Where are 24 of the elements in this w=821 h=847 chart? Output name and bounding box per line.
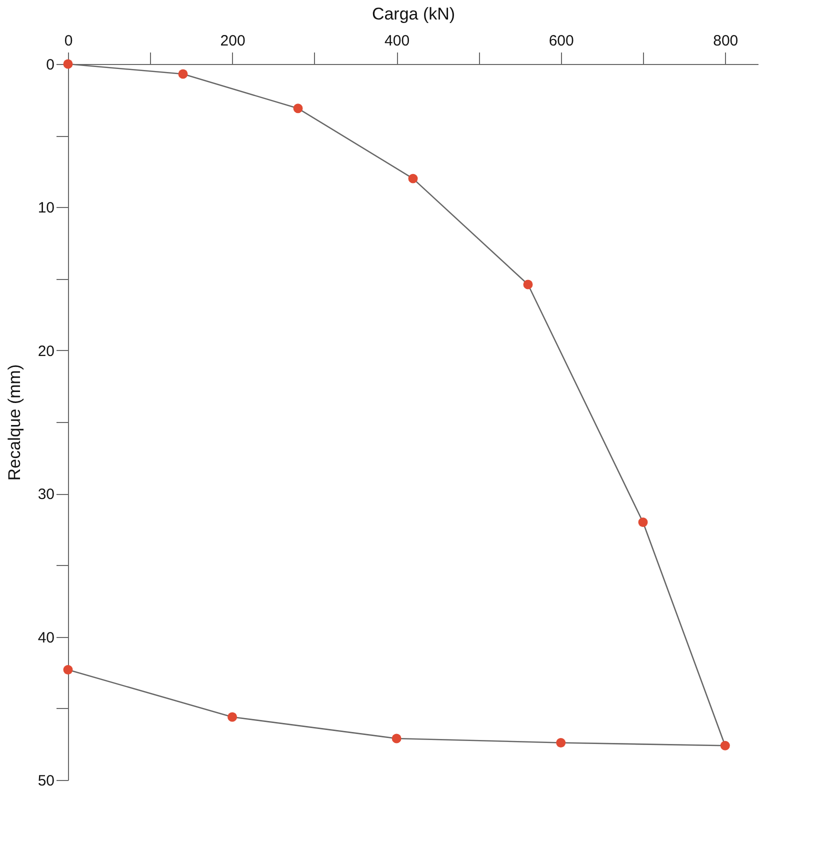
y-tick-label: 20 [38,342,54,360]
x-tick-label: 800 [713,32,738,50]
x-tick-label: 200 [220,32,246,50]
y-tick-label: 0 [46,56,54,74]
point [178,69,188,79]
point [63,665,73,674]
point [638,518,648,527]
y-tick-label: 40 [38,629,54,646]
y-axis-title: Recalque (mm) [4,364,24,481]
point [556,738,566,748]
x-tick-label: 0 [64,32,73,50]
point [63,59,73,69]
y-tick-label: 10 [38,200,54,217]
y-tick-label: 30 [38,486,54,504]
x-tick-label: 600 [548,32,574,50]
point [408,174,418,184]
x-tick-label: 400 [384,32,410,50]
point [228,712,238,722]
point [523,280,533,290]
point [720,740,730,750]
point [293,104,303,114]
point [392,734,402,744]
y-tick-label: 50 [38,772,54,790]
x-axis-title: Carga (kN) [372,4,456,24]
